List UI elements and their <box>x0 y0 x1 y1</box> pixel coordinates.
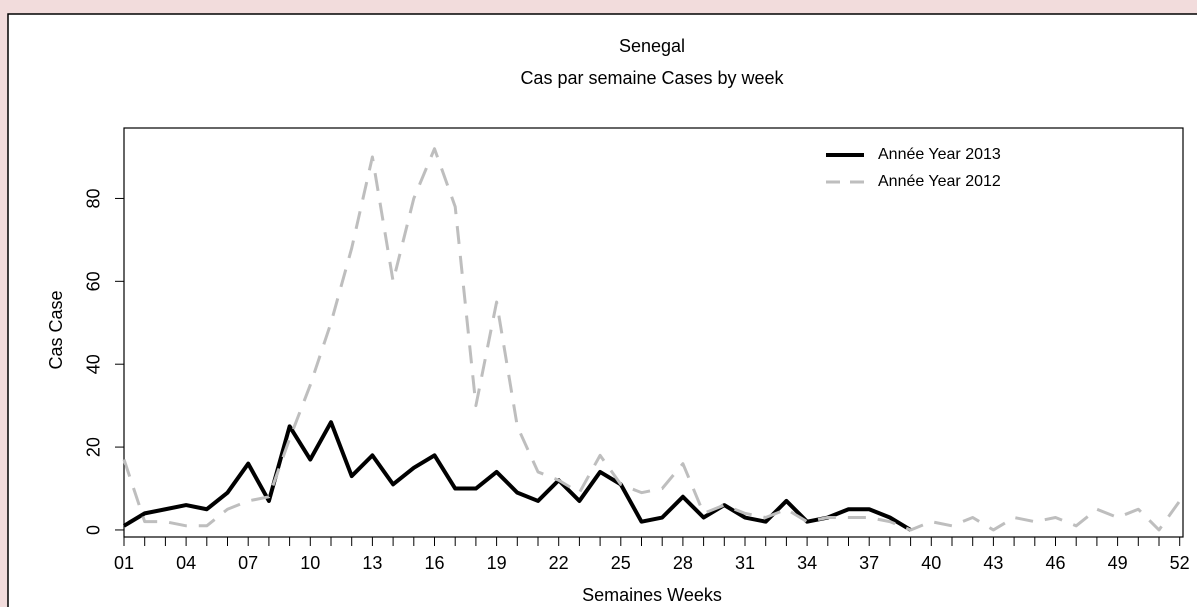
x-tick-label: 37 <box>859 553 879 573</box>
y-tick-label: 20 <box>84 437 104 457</box>
chart-subtitle: Cas par semaine Cases by week <box>520 68 784 88</box>
series-line <box>122 147 1181 532</box>
x-tick-label: 25 <box>611 553 631 573</box>
x-tick-label: 28 <box>673 553 693 573</box>
x-tick-label: 10 <box>300 553 320 573</box>
x-tick-label: 49 <box>1108 553 1128 573</box>
x-tick-label: 07 <box>238 553 258 573</box>
x-tick-label: 40 <box>921 553 941 573</box>
y-tick-label: 40 <box>84 354 104 374</box>
x-tick-label: 22 <box>549 553 569 573</box>
x-tick-label: 01 <box>114 553 134 573</box>
y-tick-label: 0 <box>84 525 104 535</box>
y-axis-label: Cas Case <box>46 290 66 369</box>
x-tick-label: 13 <box>362 553 382 573</box>
x-tick-label: 19 <box>487 553 507 573</box>
y-tick-label: 60 <box>84 271 104 291</box>
x-tick-label: 16 <box>424 553 444 573</box>
y-tick-label: 80 <box>84 188 104 208</box>
x-axis-label: Semaines Weeks <box>582 585 722 605</box>
x-tick-label: 31 <box>735 553 755 573</box>
x-tick-label: 46 <box>1045 553 1065 573</box>
x-tick-label: 52 <box>1170 553 1190 573</box>
plot-box <box>123 127 1184 538</box>
chart-title: Senegal <box>619 36 685 56</box>
x-tick-label: 34 <box>797 553 817 573</box>
legend-label: Année Year 2012 <box>878 173 1001 190</box>
legend-label: Année Year 2013 <box>878 146 1001 163</box>
x-tick-label: 43 <box>983 553 1003 573</box>
x-tick-label: 04 <box>176 553 196 573</box>
series-line <box>122 420 912 532</box>
